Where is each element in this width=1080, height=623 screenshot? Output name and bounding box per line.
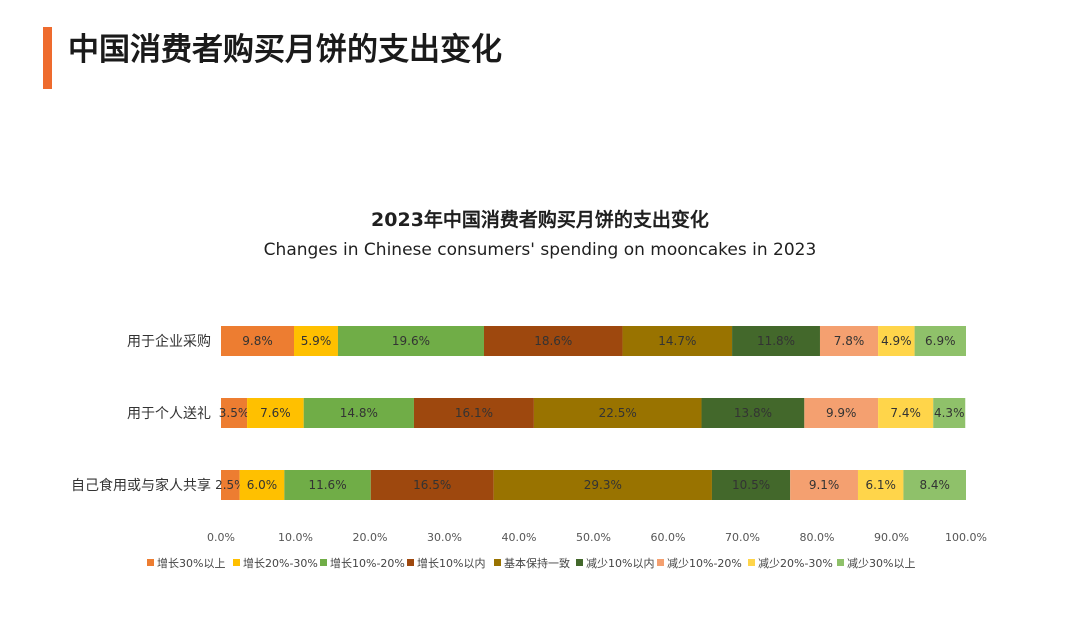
bar-segment — [303, 398, 414, 428]
data-label: 8.4% — [919, 478, 950, 492]
legend-label: 基本保持一致 — [504, 556, 570, 570]
bar-segment — [221, 326, 295, 356]
bar-segment — [790, 470, 858, 500]
legend-label: 增长10%-20% — [330, 556, 405, 570]
x-tick-label: 70.0% — [725, 531, 760, 544]
data-label: 4.3% — [934, 406, 965, 420]
legend-label: 减少10%以内 — [586, 556, 654, 570]
bar-segment — [622, 326, 733, 356]
data-label: 11.6% — [308, 478, 346, 492]
legend-label: 减少30%以上 — [847, 557, 915, 570]
x-tick-label: 30.0% — [427, 531, 462, 544]
data-label: 6.0% — [247, 478, 278, 492]
data-label: 6.1% — [865, 478, 896, 492]
bar-segment — [701, 398, 805, 428]
legend-label: 增长10%以内 — [417, 556, 485, 570]
data-label: 7.8% — [834, 334, 865, 348]
data-label: 16.5% — [413, 478, 451, 492]
legend-swatch — [576, 559, 583, 566]
bar-segment — [878, 398, 934, 428]
legend-label: 增长30%以上 — [157, 556, 225, 570]
data-label: 2.5% — [215, 478, 246, 492]
bar-segment — [857, 470, 904, 500]
bar-segment — [370, 470, 494, 500]
title-accent-bar — [43, 27, 52, 89]
bar-segment — [483, 326, 623, 356]
data-label: 29.3% — [584, 478, 622, 492]
data-label: 19.6% — [392, 334, 430, 348]
x-tick-label: 100.0% — [945, 531, 987, 544]
data-label: 14.8% — [340, 406, 378, 420]
legend-swatch — [657, 559, 664, 566]
legend-swatch — [748, 559, 755, 566]
legend-swatch — [320, 559, 327, 566]
legend-swatch — [233, 559, 240, 566]
data-label: 10.5% — [732, 478, 770, 492]
data-label: 7.6% — [260, 406, 291, 420]
x-tick-label: 50.0% — [576, 531, 611, 544]
data-label: 16.1% — [455, 406, 493, 420]
legend-swatch — [494, 559, 501, 566]
data-label: 11.8% — [757, 334, 795, 348]
bar-segment — [732, 326, 820, 356]
legend-swatch — [407, 559, 414, 566]
bar-segment — [284, 470, 371, 500]
category-label: 自己食用或与家人共享 — [71, 477, 211, 494]
bar-segment — [804, 398, 879, 428]
bar-segment — [493, 470, 712, 500]
x-tick-label: 40.0% — [502, 531, 537, 544]
x-tick-label: 20.0% — [353, 531, 388, 544]
bar-segment — [221, 398, 248, 428]
data-label: 3.5% — [219, 406, 250, 420]
chart-title: 2023年中国消费者购买月饼的支出变化 — [371, 209, 709, 231]
bar-segment — [294, 326, 338, 356]
data-label: 13.8% — [734, 406, 772, 420]
legend-swatch — [837, 559, 844, 566]
bar-segment — [337, 326, 484, 356]
legend-label: 减少10%-20% — [667, 557, 742, 570]
data-label: 4.9% — [881, 334, 912, 348]
bar-segment — [533, 398, 702, 428]
data-label: 9.9% — [826, 406, 857, 420]
bar-segment — [413, 398, 534, 428]
data-label: 22.5% — [599, 406, 637, 420]
legend-swatch — [147, 559, 154, 566]
bar-segment — [819, 326, 879, 356]
category-label: 用于个人送礼 — [127, 406, 211, 422]
x-tick-label: 10.0% — [278, 531, 313, 544]
legend-label: 增长20%-30% — [243, 556, 318, 570]
bar-segment — [711, 470, 791, 500]
data-label: 5.9% — [301, 334, 332, 348]
bar-segment — [221, 470, 240, 500]
page-title: 中国消费者购买月饼的支出变化 — [68, 32, 502, 68]
bar-segment — [878, 326, 915, 356]
bar-segment — [914, 326, 966, 356]
bar-segment — [247, 398, 304, 428]
x-tick-label: 90.0% — [874, 531, 909, 544]
data-label: 14.7% — [658, 334, 696, 348]
x-tick-label: 0.0% — [207, 531, 235, 544]
data-label: 7.4% — [890, 406, 921, 420]
x-tick-label: 80.0% — [800, 531, 835, 544]
bar-segment — [903, 470, 966, 500]
category-label: 用于企业采购 — [127, 333, 211, 350]
data-label: 9.1% — [809, 478, 840, 492]
x-tick-label: 60.0% — [651, 531, 686, 544]
chart-subtitle: Changes in Chinese consumers' spending o… — [263, 240, 817, 260]
legend-label: 减少20%-30% — [758, 557, 833, 570]
data-label: 18.6% — [534, 334, 572, 348]
bar-segment — [239, 470, 285, 500]
data-label: 6.9% — [925, 334, 956, 348]
bar-segment — [933, 398, 966, 428]
data-label: 9.8% — [242, 334, 273, 348]
